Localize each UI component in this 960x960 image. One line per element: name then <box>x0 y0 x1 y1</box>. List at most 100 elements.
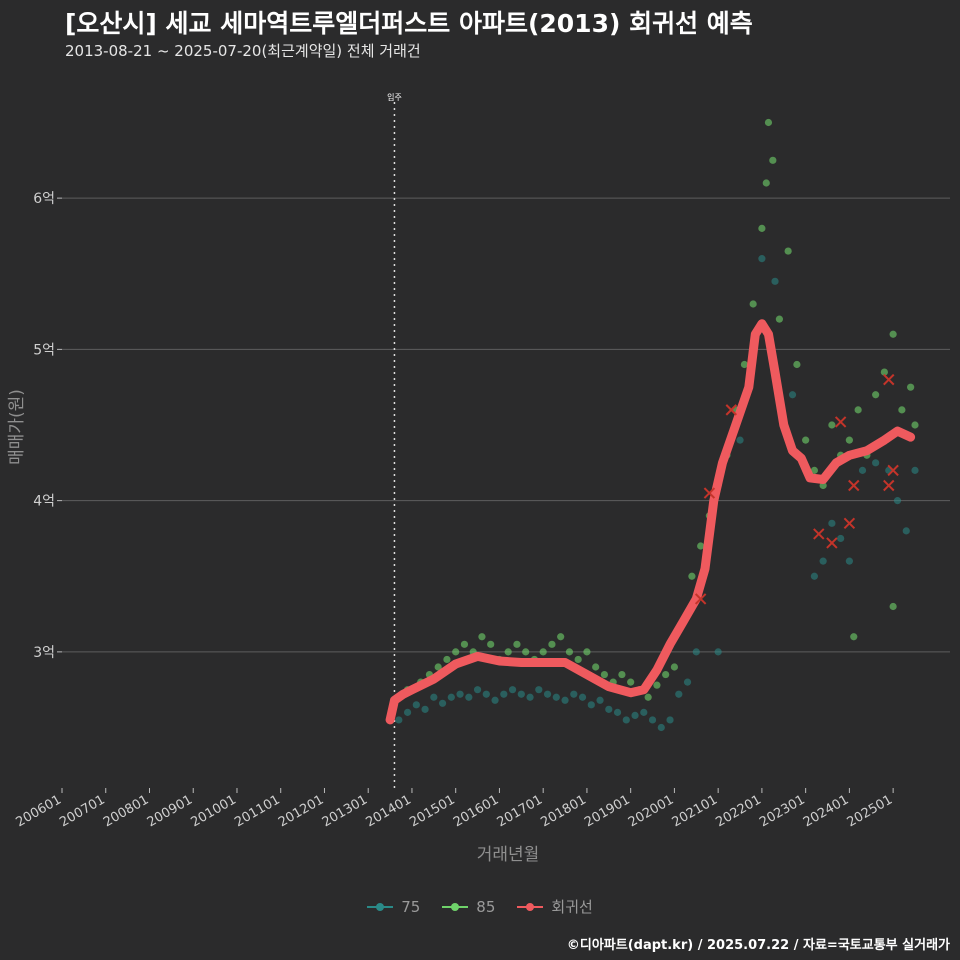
x-tick-label: 201601 <box>451 792 501 830</box>
point-85 <box>574 655 582 664</box>
x-axis-title: 거래년월 <box>477 845 540 865</box>
x-tick-label: 202301 <box>757 792 807 830</box>
point-85 <box>452 648 460 656</box>
point-75 <box>845 557 853 565</box>
highlight-mark <box>843 517 856 530</box>
highlight-mark-stroke <box>703 487 716 499</box>
point-85 <box>644 693 652 701</box>
y-tick-label: 4억 <box>33 494 55 510</box>
legend-label-regression: 회귀선 <box>551 898 593 916</box>
highlight-mark-stroke <box>725 404 737 416</box>
point-75 <box>526 693 534 701</box>
y-tick-label: 6억 <box>33 191 55 207</box>
move-in-label: 입주 <box>387 93 402 102</box>
x-tick-label: 201201 <box>276 792 326 830</box>
point-85 <box>850 633 858 641</box>
point-85 <box>889 330 897 338</box>
point-75 <box>535 686 543 694</box>
point-75 <box>758 255 766 263</box>
highlight-mark-stroke <box>694 593 707 605</box>
point-75 <box>456 690 464 698</box>
highlight-mark <box>848 479 860 492</box>
point-75 <box>648 716 657 724</box>
point-85 <box>828 421 836 429</box>
highlight-mark-stroke <box>883 479 895 492</box>
point-85 <box>749 300 757 308</box>
point-75 <box>819 557 827 565</box>
point-75 <box>631 711 639 720</box>
point-85 <box>627 678 635 686</box>
point-85 <box>487 640 495 648</box>
point-75 <box>666 716 674 724</box>
point-85 <box>670 663 679 671</box>
x-tick-label: 201401 <box>363 792 413 830</box>
point-85 <box>697 542 705 550</box>
point-85 <box>764 118 773 127</box>
highlight-mark <box>813 528 825 540</box>
legend-label-75: 75 <box>401 897 421 916</box>
y-tick-label: 5억 <box>33 342 55 358</box>
chart-title: [오산시] 세교 세마역트루엘더퍼스트 아파트(2013) 회귀선 예측 <box>65 9 753 38</box>
point-85 <box>557 633 565 641</box>
highlight-mark-stroke <box>843 517 856 530</box>
point-75 <box>403 708 412 716</box>
point-85 <box>539 648 547 656</box>
point-85 <box>434 663 442 671</box>
regression-line <box>385 319 916 725</box>
point-75 <box>675 690 683 698</box>
point-85 <box>688 572 696 580</box>
point-75 <box>517 690 525 698</box>
point-75 <box>596 696 604 704</box>
point-85 <box>802 436 810 444</box>
point-85 <box>758 224 766 232</box>
point-75 <box>771 277 779 285</box>
point-75 <box>810 572 818 580</box>
point-75 <box>613 708 622 716</box>
point-85 <box>478 633 486 641</box>
point-75 <box>473 686 482 694</box>
point-85 <box>762 179 770 187</box>
x-tick-label: 201701 <box>495 792 545 830</box>
x-tick-label: 200601 <box>14 792 64 830</box>
point-85 <box>784 247 792 255</box>
legend-label-85: 85 <box>476 897 496 916</box>
point-75 <box>657 723 665 732</box>
point-75 <box>837 534 845 543</box>
point-75 <box>552 693 560 701</box>
y-tick-label: 3억 <box>33 645 55 661</box>
highlight-mark <box>834 416 847 428</box>
point-75 <box>692 648 700 656</box>
chart-subtitle: 2013-08-21 ~ 2025-07-20(최근계약일) 전체 거래건 <box>65 42 421 60</box>
point-75 <box>430 693 438 701</box>
highlight-mark <box>694 593 707 605</box>
point-85 <box>522 648 530 656</box>
point-75 <box>714 648 722 656</box>
legend-key-85 <box>442 899 469 915</box>
x-tick-label: 201801 <box>538 792 588 830</box>
point-75 <box>828 519 836 527</box>
point-85 <box>889 602 897 611</box>
highlight-mark <box>725 404 737 416</box>
point-85 <box>460 640 469 648</box>
highlight-mark-stroke <box>883 373 895 386</box>
point-85 <box>872 391 880 399</box>
x-tick-label: 201501 <box>407 792 457 830</box>
point-75 <box>640 708 648 716</box>
highlight-mark-stroke <box>834 416 847 428</box>
point-75 <box>491 696 499 704</box>
point-85 <box>898 406 906 414</box>
point-75 <box>911 466 919 474</box>
x-tick-label: 202501 <box>845 792 895 830</box>
legend-key-regression <box>517 899 544 915</box>
point-75 <box>395 716 403 724</box>
legend-key-75 <box>367 899 394 915</box>
point-75 <box>587 701 595 709</box>
x-tick-label: 202201 <box>713 792 763 830</box>
x-tick-label: 200801 <box>101 792 151 830</box>
point-85 <box>504 648 512 656</box>
point-75 <box>447 693 455 701</box>
point-75 <box>570 690 578 698</box>
point-75 <box>465 693 473 701</box>
point-85 <box>600 670 609 679</box>
highlight-mark <box>883 479 895 492</box>
